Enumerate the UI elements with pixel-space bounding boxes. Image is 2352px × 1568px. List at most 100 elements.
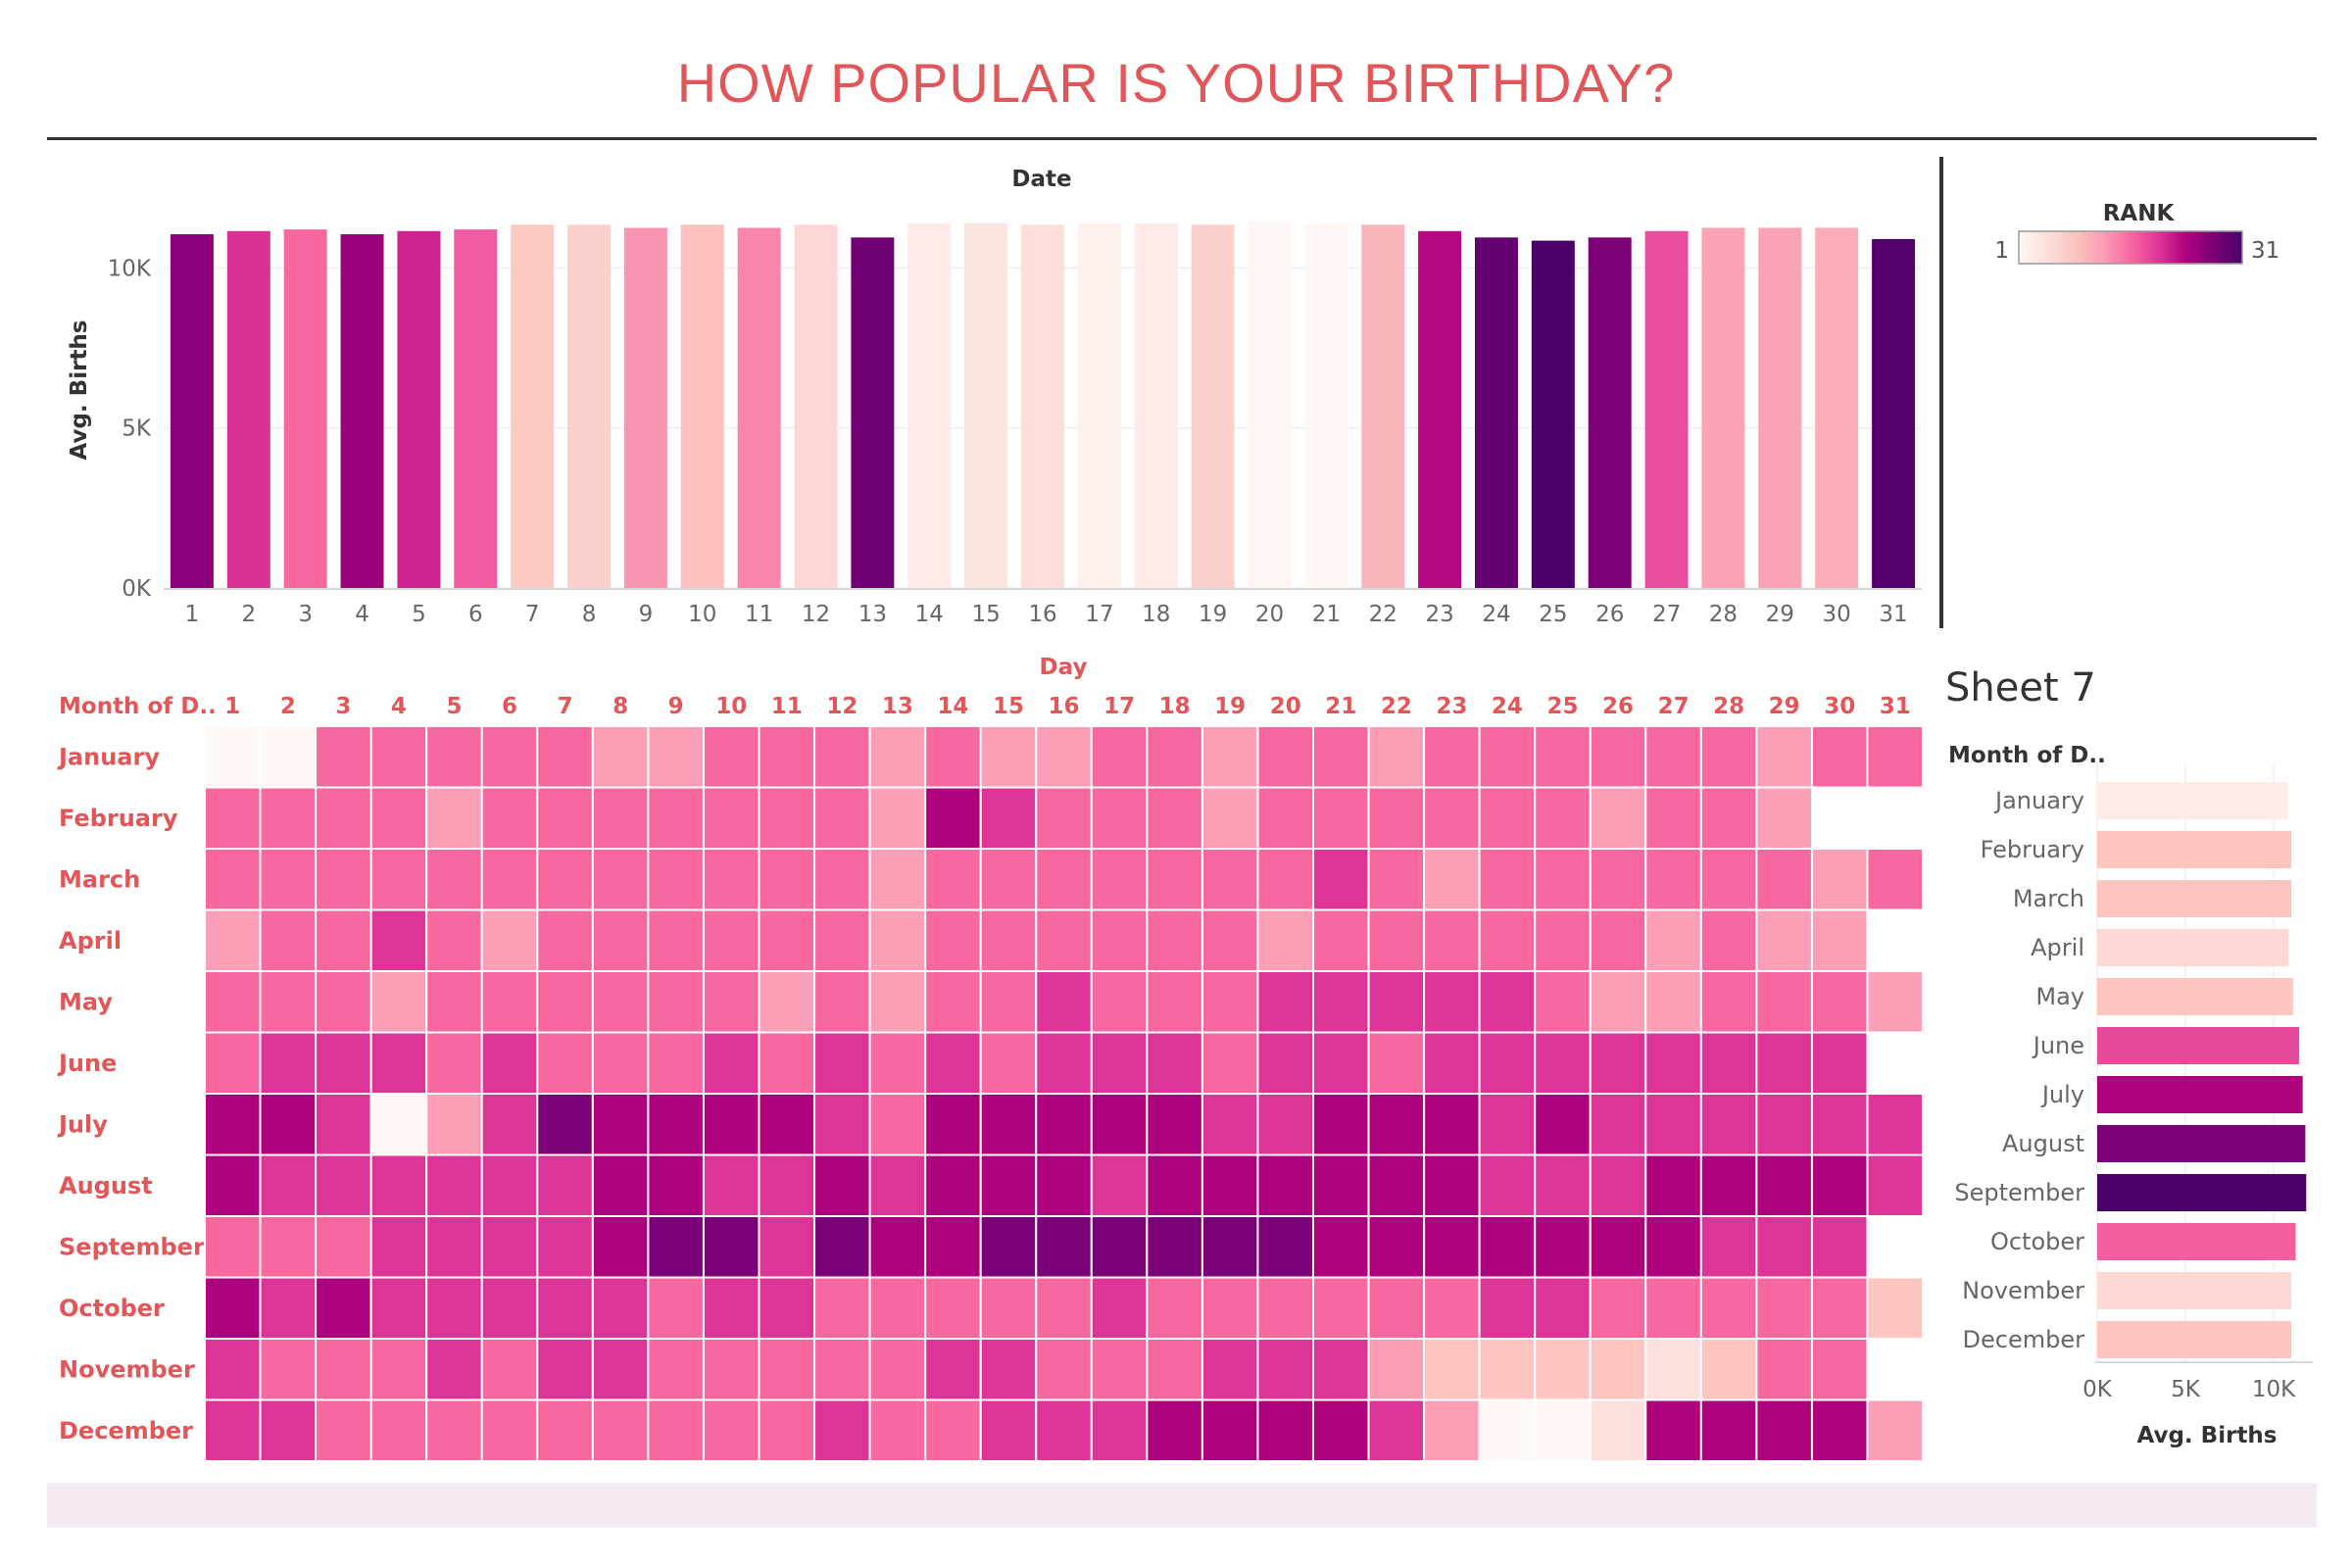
heatmap-cell	[1200, 1031, 1259, 1095]
heatmap-cell	[536, 1093, 594, 1156]
heatmap-cell	[1644, 786, 1702, 850]
heatmap-row-label: December	[59, 1417, 193, 1445]
heatmap-cell	[868, 725, 927, 789]
heatmap-cell	[1478, 1215, 1537, 1279]
heatmap-cell	[813, 1215, 871, 1279]
heatmap-cell	[1810, 908, 1869, 972]
date-bar	[1021, 224, 1064, 588]
heatmap-cell	[1699, 970, 1758, 1034]
heatmap-cell	[979, 848, 1038, 911]
heatmap-cell	[259, 1031, 318, 1095]
heatmap-cell	[1423, 848, 1481, 911]
heatmap-cell	[1367, 1031, 1426, 1095]
sheet-7-bar	[2097, 1027, 2300, 1064]
sheet-7-row-label: March	[2013, 885, 2084, 912]
heatmap-cell	[1478, 1338, 1537, 1401]
heatmap-cell	[1755, 970, 1813, 1034]
date-bar	[283, 229, 327, 588]
heatmap-cell	[1423, 1338, 1481, 1401]
heatmap-cell	[1256, 1031, 1314, 1095]
heatmap-column-label: 8	[612, 694, 628, 719]
heatmap-cell	[315, 1338, 372, 1401]
heatmap-cell	[259, 848, 318, 911]
heatmap-cell	[1256, 1153, 1314, 1217]
heatmap-cell	[1589, 1215, 1647, 1279]
heatmap-cell	[1478, 1276, 1537, 1340]
heatmap-column-label: 13	[882, 694, 913, 719]
date-y-tick-label: 5K	[122, 416, 152, 442]
heatmap-cell	[979, 1031, 1038, 1095]
heatmap-cell	[425, 1338, 483, 1401]
heatmap-cell	[1699, 1153, 1758, 1217]
date-x-tick-label: 31	[1879, 602, 1907, 627]
sheet-7-bar	[2097, 1174, 2307, 1211]
date-bar	[851, 237, 895, 589]
heatmap-column-label: 25	[1546, 694, 1578, 719]
heatmap-cell	[868, 1153, 927, 1217]
heatmap-cell	[1312, 970, 1370, 1034]
heatmap-cell	[480, 908, 539, 972]
heatmap-cell	[1810, 1215, 1869, 1279]
heatmap-cell	[1200, 725, 1259, 789]
sheet-7-row-label: April	[2031, 934, 2084, 961]
heatmap-cell	[1810, 848, 1869, 911]
heatmap-cell	[1090, 848, 1149, 911]
heatmap-cell	[1367, 908, 1426, 972]
sheet-7-row-label: November	[1962, 1277, 2084, 1304]
heatmap-cell	[1035, 1215, 1093, 1279]
heatmap-cell	[1589, 1276, 1647, 1340]
dashboard-title: HOW POPULAR IS YOUR BIRTHDAY?	[676, 52, 1676, 114]
heatmap-cell	[1589, 1153, 1647, 1217]
heatmap-column-label: 6	[502, 694, 517, 719]
heatmap-column-label: 10	[715, 694, 747, 719]
heatmap-cell	[1312, 1031, 1370, 1095]
heatmap-cell	[204, 1338, 262, 1401]
date-bar	[1077, 222, 1121, 588]
heatmap-cell	[315, 786, 372, 850]
heatmap-cell	[204, 1153, 262, 1217]
heatmap-cell	[1589, 848, 1647, 911]
heatmap-cell	[1534, 1276, 1592, 1340]
heatmap-cell	[813, 1398, 871, 1462]
heatmap-cell	[1644, 908, 1702, 972]
heatmap-row-label: October	[59, 1295, 165, 1322]
heatmap-cell	[536, 1276, 594, 1340]
heatmap-cell	[924, 1398, 982, 1462]
heatmap-cell	[979, 786, 1038, 850]
heatmap-cell	[1423, 1031, 1481, 1095]
heatmap-cell	[1589, 725, 1647, 789]
heatmap-cell	[1090, 908, 1149, 972]
heatmap-cell	[1256, 1276, 1314, 1340]
sheet-7-bar	[2097, 782, 2288, 819]
heatmap-cell	[1534, 1153, 1592, 1217]
sheet-7-row-label: August	[2002, 1130, 2084, 1157]
heatmap-cell	[1478, 848, 1537, 911]
heatmap-cell	[702, 1031, 760, 1095]
heatmap-cell	[1755, 1093, 1813, 1156]
heatmap-cell	[979, 725, 1038, 789]
heatmap-column-label: 7	[558, 694, 573, 719]
sheet-7-bar	[2097, 1272, 2291, 1309]
heatmap-column-label: 5	[446, 694, 462, 719]
heatmap-cell	[1699, 1338, 1758, 1401]
heatmap-cell	[425, 1215, 483, 1279]
heatmap-cell	[591, 1276, 650, 1340]
sheet-7-x-tick-label: 5K	[2171, 1377, 2201, 1402]
heatmap-cell	[1699, 848, 1758, 911]
heatmap-cell	[813, 786, 871, 850]
heatmap-cell	[1866, 970, 1925, 1034]
heatmap-cell	[536, 725, 594, 789]
heatmap-cell	[1589, 1093, 1647, 1156]
heatmap-cell	[536, 1338, 594, 1401]
date-x-tick-label: 9	[639, 602, 654, 627]
heatmap-cell	[1312, 1215, 1370, 1279]
heatmap-cell	[1312, 1276, 1370, 1340]
heatmap-cell	[1312, 908, 1370, 972]
heatmap-cell	[924, 1153, 982, 1217]
heatmap-cell	[1146, 1153, 1203, 1217]
date-x-tick-label: 25	[1539, 602, 1567, 627]
heatmap-cell	[259, 908, 318, 972]
heatmap-cell	[259, 970, 318, 1034]
